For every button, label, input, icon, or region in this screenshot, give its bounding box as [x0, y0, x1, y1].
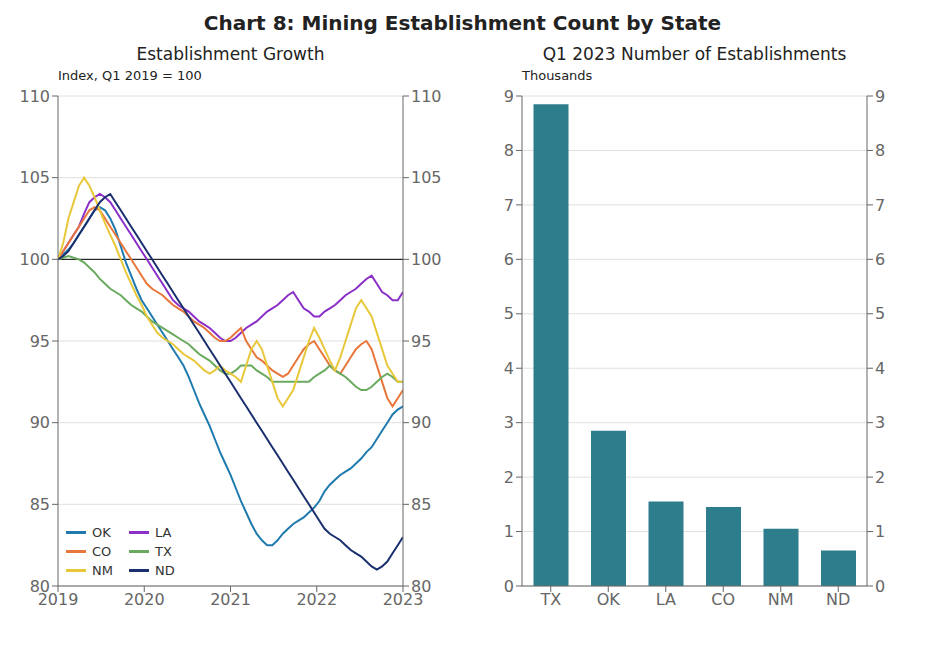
svg-text:2: 2 — [875, 468, 885, 487]
svg-text:2022: 2022 — [296, 590, 337, 609]
svg-text:NM: NM — [768, 590, 794, 609]
svg-text:9: 9 — [875, 87, 885, 106]
svg-text:9: 9 — [504, 87, 514, 106]
html-text:NM: NM — [92, 563, 113, 578]
html-text:Thousands: Thousands — [522, 68, 593, 83]
svg-text:80: 80 — [411, 577, 431, 596]
svg-text:80: 80 — [30, 577, 50, 596]
svg-text:95: 95 — [30, 332, 50, 351]
svg-text:8: 8 — [504, 141, 514, 160]
svg-text:85: 85 — [411, 495, 431, 514]
html-text:TX: TX — [155, 544, 172, 559]
svg-text:CO: CO — [711, 590, 735, 609]
svg-text:LA: LA — [656, 590, 676, 609]
svg-text:OK: OK — [597, 590, 621, 609]
svg-text:3: 3 — [504, 413, 514, 432]
html-text:Index, Q1 2019 = 100: Index, Q1 2019 = 100 — [58, 68, 202, 83]
svg-text:100: 100 — [411, 250, 442, 269]
svg-text:105: 105 — [411, 168, 442, 187]
svg-text:110: 110 — [411, 87, 442, 106]
svg-text:5: 5 — [875, 304, 885, 323]
html-text:OK: OK — [92, 525, 111, 540]
html-text:LA: LA — [155, 525, 172, 540]
svg-text:0: 0 — [875, 577, 885, 596]
svg-text:2020: 2020 — [124, 590, 165, 609]
svg-text:6: 6 — [504, 250, 514, 269]
svg-text:1: 1 — [504, 522, 514, 541]
svg-text:8: 8 — [875, 141, 885, 160]
svg-text:2: 2 — [504, 468, 514, 487]
svg-text:7: 7 — [504, 196, 514, 215]
svg-text:90: 90 — [30, 413, 50, 432]
svg-text:7: 7 — [875, 196, 885, 215]
svg-text:0: 0 — [504, 577, 514, 596]
html-text:ND: ND — [155, 563, 175, 578]
svg-text:3: 3 — [875, 413, 885, 432]
svg-text:85: 85 — [30, 495, 50, 514]
svg-text:4: 4 — [875, 359, 885, 378]
svg-text:100: 100 — [19, 250, 50, 269]
svg-text:6: 6 — [875, 250, 885, 269]
svg-text:105: 105 — [19, 168, 50, 187]
svg-text:2019: 2019 — [37, 590, 79, 610]
svg-text:5: 5 — [504, 304, 514, 323]
html-text:CO: CO — [92, 544, 112, 559]
svg-text:1: 1 — [875, 522, 885, 541]
html-text:Chart 8: Mining Establishment: Chart 8: Mining Establishment Count by S… — [203, 11, 722, 35]
svg-text:ND: ND — [826, 590, 850, 609]
svg-text:TX: TX — [539, 590, 561, 609]
svg-text:2023: 2023 — [382, 590, 424, 610]
svg-text:4: 4 — [504, 359, 514, 378]
svg-text:90: 90 — [411, 413, 431, 432]
html-text:Establishment Growth: Establishment Growth — [136, 44, 325, 64]
html-text:Q1 2023 Number of Establishmen: Q1 2023 Number of Establishments — [542, 44, 847, 64]
svg-text:2021: 2021 — [210, 590, 251, 609]
svg-text:95: 95 — [411, 332, 431, 351]
svg-text:110: 110 — [19, 87, 50, 106]
